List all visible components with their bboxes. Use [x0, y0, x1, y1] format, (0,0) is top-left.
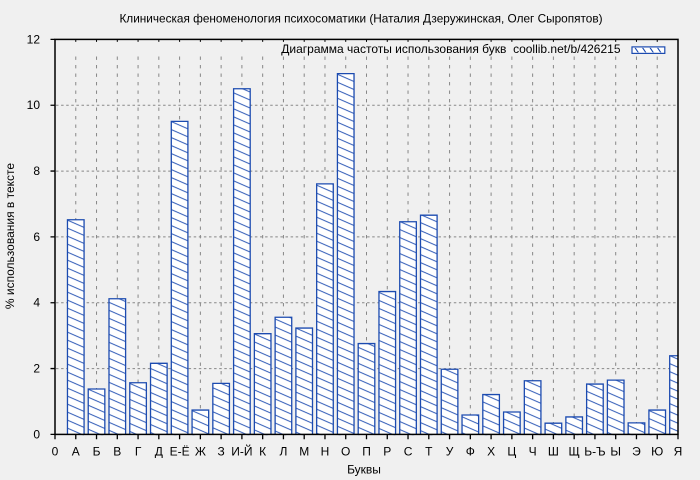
svg-text:Щ: Щ [569, 445, 580, 459]
svg-text:Х: Х [487, 445, 495, 459]
svg-text:Ы: Ы [610, 445, 621, 459]
svg-text:0: 0 [33, 427, 40, 441]
svg-text:Б: Б [93, 445, 101, 459]
svg-text:Т: Т [425, 445, 433, 459]
svg-text:С: С [404, 445, 413, 459]
svg-text:Д: Д [155, 445, 163, 459]
svg-text:8: 8 [33, 164, 40, 178]
svg-text:Г: Г [135, 445, 142, 459]
svg-text:Р: Р [383, 445, 391, 459]
svg-text:У: У [446, 445, 454, 459]
svg-text:Э: Э [632, 445, 641, 459]
svg-text:Ь-Ъ: Ь-Ъ [584, 445, 605, 459]
svg-text:Ж: Ж [195, 445, 206, 459]
svg-text:Е-Ё: Е-Ё [170, 445, 190, 459]
svg-text:Ч: Ч [529, 445, 537, 459]
svg-text:А: А [72, 445, 80, 459]
svg-text:М: М [299, 445, 309, 459]
svg-text:К: К [259, 445, 266, 459]
svg-text:2: 2 [33, 362, 40, 376]
svg-text:4: 4 [33, 296, 40, 310]
svg-text:10: 10 [27, 98, 41, 112]
svg-text:В: В [113, 445, 121, 459]
svg-text:П: П [362, 445, 371, 459]
svg-text:Ш: Ш [548, 445, 559, 459]
svg-text:12: 12 [27, 32, 41, 46]
svg-text:Диаграмма частоты использовани: Диаграмма частоты использования букв coo… [281, 42, 621, 56]
svg-text:6: 6 [33, 230, 40, 244]
svg-text:И-Й: И-Й [231, 444, 252, 459]
svg-text:Клиническая феноменология псих: Клиническая феноменология психосоматики … [119, 12, 602, 26]
svg-text:Ю: Ю [651, 445, 663, 459]
svg-text:0: 0 [52, 445, 59, 459]
svg-text:Ф: Ф [466, 445, 475, 459]
svg-text:О: О [341, 445, 350, 459]
svg-text:Л: Л [279, 445, 287, 459]
svg-text:Буквы: Буквы [347, 463, 381, 477]
svg-text:З: З [218, 445, 225, 459]
svg-text:Ц: Ц [507, 445, 516, 459]
svg-text:Я: Я [674, 445, 683, 459]
svg-text:Н: Н [321, 445, 330, 459]
svg-text:% использования в тексте: % использования в тексте [3, 163, 17, 309]
